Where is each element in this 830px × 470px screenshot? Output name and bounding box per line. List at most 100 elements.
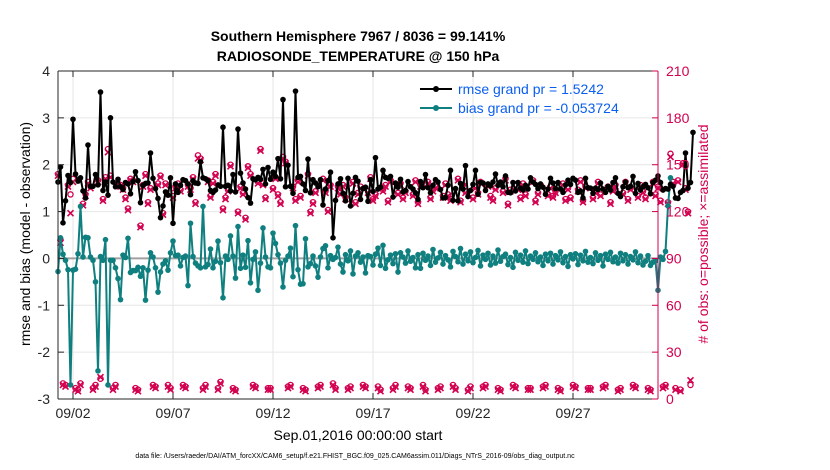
bias-series-point: [530, 256, 536, 263]
rmse-series-point: [690, 129, 696, 136]
rmse-series-point: [275, 155, 281, 162]
bias-series-point: [400, 254, 406, 260]
bias-series-point: [547, 250, 554, 257]
rmse-series-point: [397, 176, 404, 183]
rmse-series-point: [260, 166, 266, 173]
bias-series-point: [442, 252, 449, 259]
bias-series-point: [117, 296, 124, 303]
obs-assimilated-marker: [391, 382, 400, 391]
bias-series-point: [395, 269, 401, 275]
obs-assimilated-marker: [226, 162, 235, 170]
rmse-series-point: [562, 182, 569, 188]
bias-series-point: [67, 382, 74, 388]
obs-assimilated-marker: [151, 384, 160, 392]
bias-series-point: [470, 259, 476, 266]
bias-series-point: [555, 257, 561, 263]
y-axis-label-left: rmse and bias (model - observation): [17, 122, 33, 346]
obs-assimilated-marker: [576, 178, 585, 186]
legend-rmse-label: rmse grand pr = 1.5242: [458, 81, 604, 97]
obs-assimilated-marker: [376, 387, 385, 395]
rmse-series-point: [277, 175, 284, 182]
obs-assimilated-marker: [566, 195, 575, 203]
rmse-series-point: [357, 196, 364, 203]
rmse-series-point: [350, 190, 356, 197]
rmse-series-point: [622, 179, 629, 185]
bias-series-point: [275, 251, 281, 258]
bias-series-point: [440, 261, 446, 267]
rmse-series-point: [322, 186, 329, 192]
obs-assimilated-marker: [481, 382, 490, 391]
rmse-series-point: [325, 177, 331, 184]
bias-series-point: [155, 289, 161, 295]
obs-assimilated-marker: [309, 200, 317, 208]
rmse-series-point: [680, 187, 686, 194]
y-tick-label-right: 180: [666, 110, 690, 126]
obs-assimilated-marker: [616, 386, 625, 394]
bias-series-point: [462, 251, 469, 258]
rmse-series-point: [587, 185, 594, 191]
rmse-series-point: [305, 156, 311, 162]
x-tick-label: 09/02: [55, 405, 90, 421]
bias-series-point: [207, 246, 214, 252]
obs-assimilated-marker: [296, 193, 305, 202]
bias-series-point: [185, 282, 191, 289]
x-tick-label: 09/27: [555, 405, 590, 421]
axes: 09/02 09/07 09/12 09/17 09/22 09/27 -3 -2 -1 0 1 2 3…: [38, 63, 690, 421]
obs-assimilated-marker: [421, 387, 430, 395]
bias-series-point: [242, 264, 249, 271]
rmse-series-point: [137, 199, 144, 206]
bias-series-point: [425, 253, 431, 259]
obs-assimilated-marker: [384, 198, 392, 206]
rmse-series-point: [520, 187, 526, 193]
rmse-series-point: [647, 190, 654, 197]
rmse-series-point: [630, 173, 636, 180]
obs-assimilated-marker: [324, 208, 332, 216]
rmse-series-point: [335, 181, 341, 187]
bias-series-point: [360, 254, 366, 260]
obs-assimilated-marker: [216, 379, 225, 387]
obs-assimilated-marker: [601, 382, 610, 391]
rmse-series-point: [285, 162, 291, 168]
rmse-series-point: [567, 181, 574, 188]
rmse-series-point: [452, 185, 459, 192]
obs-assimilated-marker: [541, 382, 550, 391]
rmse-series-point: [395, 184, 401, 191]
obs-assimilated-marker: [261, 195, 270, 203]
rmse-series-point: [380, 167, 386, 174]
bias-series-point: [605, 256, 611, 263]
rmse-series-point: [197, 159, 204, 165]
bias-series-point: [272, 240, 279, 247]
bias-series-point: [612, 254, 619, 260]
bias-series-point: [467, 249, 474, 255]
rmse-series-point: [445, 182, 451, 189]
rmse-series-point: [387, 173, 394, 180]
bias-series-point: [367, 253, 374, 260]
obs-assimilated-marker: [201, 382, 210, 391]
bias-series-point: [622, 251, 629, 258]
rmse-series-point: [242, 186, 249, 192]
rmse-series-point: [340, 190, 346, 197]
obs-assimilated-marker: [406, 386, 415, 394]
bias-series-point: [92, 279, 99, 285]
obs-assimilated-marker: [76, 381, 85, 389]
bias-series-point: [75, 250, 81, 257]
obs-assimilated-marker: [534, 190, 542, 198]
y-tick-label-right: 0: [666, 391, 674, 407]
rmse-series-point: [347, 203, 354, 209]
obs-assimilated-marker: [489, 197, 497, 205]
y-tick-label-left: 1: [42, 204, 50, 220]
y-tick-label-right: 30: [666, 344, 682, 360]
bias-series-point: [300, 280, 306, 287]
bias-series-point: [182, 253, 189, 259]
obs-assimilated-marker: [521, 192, 530, 200]
bias-series-point: [390, 260, 396, 267]
rmse-series-point: [315, 183, 321, 190]
obs-assimilated-marker: [499, 189, 507, 197]
bias-series-point: [187, 220, 194, 227]
bias-series-point: [432, 259, 439, 265]
bias-series-point: [525, 260, 531, 267]
bias-series-point: [560, 259, 566, 266]
rmse-series-point: [167, 175, 174, 181]
bias-series-point: [190, 253, 196, 260]
rmse-series-point: [90, 183, 96, 190]
